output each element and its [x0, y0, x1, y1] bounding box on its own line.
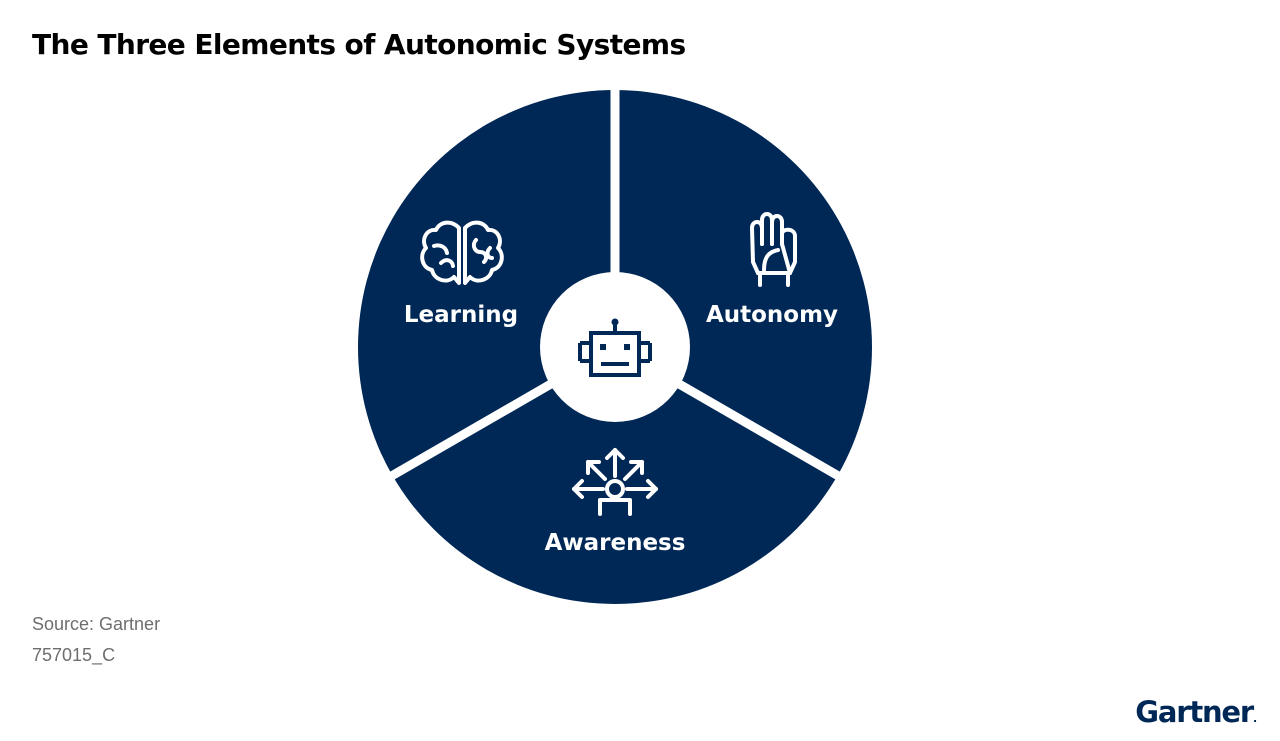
center-circle — [540, 272, 690, 422]
logo-text: Gartner — [1135, 695, 1254, 729]
page-title: The Three Elements of Autonomic Systems — [32, 28, 686, 61]
gartner-logo: Gartner. — [1135, 695, 1257, 729]
autonomy-label: Autonomy — [706, 302, 838, 328]
awareness-label: Awareness — [545, 530, 686, 556]
raised-hand-icon — [750, 212, 797, 287]
logo-mark: . — [1253, 712, 1257, 725]
robot-icon — [578, 318, 652, 377]
brain-icon — [420, 220, 504, 285]
person-awareness-icon — [572, 448, 658, 516]
figure-code: 757015_C — [32, 645, 116, 665]
learning-label: Learning — [404, 302, 518, 328]
source-note: Source: Gartner — [32, 614, 161, 634]
